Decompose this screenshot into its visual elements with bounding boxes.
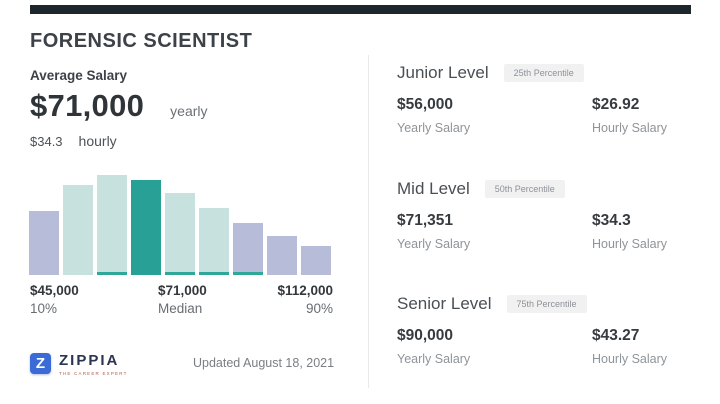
salary-histogram — [29, 175, 335, 275]
level-section-senior: Senior Level 75th Percentile $90,000 Yea… — [397, 294, 697, 366]
yearly-value: $71,351 — [397, 212, 454, 229]
level-values: $56,000 Yearly Salary $26.92 Hourly Sala… — [397, 96, 697, 135]
updated-date: Updated August 18, 2021 — [193, 356, 335, 370]
axis-label-median: $71,000 Median — [158, 283, 207, 316]
zippia-logo: Z ZIPPIA THE CAREER EXPERT — [30, 352, 128, 376]
column-divider — [368, 55, 369, 388]
zippia-logo-tagline: THE CAREER EXPERT — [59, 371, 128, 376]
yearly-label: Yearly Salary — [397, 237, 471, 251]
axis-sublabel: 10% — [30, 301, 58, 316]
axis-value: $45,000 — [30, 283, 79, 298]
histogram-bar-median — [131, 180, 161, 275]
histogram-bar — [301, 246, 331, 275]
histogram-bar — [199, 208, 229, 275]
average-yearly-salary: $71,000 yearly — [30, 88, 208, 124]
axis-sublabel: 90% — [305, 301, 333, 316]
level-header: Mid Level 50th Percentile — [397, 179, 697, 199]
page-title: FORENSIC SCIENTIST — [30, 30, 253, 52]
hourly-salary-value: $34.3 — [30, 134, 63, 149]
axis-value: $71,000 — [158, 283, 207, 298]
yearly-salary-unit: yearly — [170, 103, 208, 119]
average-hourly-salary: $34.3 hourly — [30, 133, 117, 149]
zippia-logo-icon: Z — [30, 353, 51, 374]
yearly-column: $56,000 Yearly Salary — [397, 96, 592, 135]
axis-label-p10: $45,000 10% — [30, 283, 79, 316]
hourly-label: Hourly Salary — [592, 121, 668, 135]
histogram-bar — [165, 193, 195, 275]
histogram-bar — [267, 236, 297, 275]
percentile-badge: 50th Percentile — [484, 180, 565, 198]
yearly-label: Yearly Salary — [397, 121, 471, 135]
top-accent-bar — [30, 5, 691, 14]
histogram-bar — [29, 211, 59, 275]
level-section-junior: Junior Level 25th Percentile $56,000 Yea… — [397, 63, 697, 135]
level-name: Mid Level — [397, 179, 470, 198]
level-header: Junior Level 25th Percentile — [397, 63, 697, 83]
hourly-label: Hourly Salary — [592, 352, 668, 366]
zippia-logo-text: ZIPPIA — [59, 352, 120, 369]
percentile-badge: 75th Percentile — [506, 295, 587, 313]
hourly-column: $26.92 Hourly Salary — [592, 96, 667, 135]
yearly-label: Yearly Salary — [397, 352, 471, 366]
average-salary-label: Average Salary — [30, 68, 128, 83]
hourly-salary-unit: hourly — [78, 133, 117, 149]
level-values: $90,000 Yearly Salary $43.27 Hourly Sala… — [397, 327, 697, 366]
hourly-value: $26.92 — [592, 96, 640, 113]
level-name: Senior Level — [397, 294, 492, 313]
histogram-bar — [63, 185, 93, 275]
hourly-column: $43.27 Hourly Salary — [592, 327, 667, 366]
axis-sublabel: Median — [158, 301, 203, 316]
level-values: $71,351 Yearly Salary $34.3 Hourly Salar… — [397, 212, 697, 251]
yearly-value: $56,000 — [397, 96, 454, 113]
axis-value: $112,000 — [277, 283, 333, 298]
level-name: Junior Level — [397, 63, 489, 82]
histogram-axis-labels: $45,000 10% $71,000 Median $112,000 90% — [30, 283, 333, 321]
hourly-column: $34.3 Hourly Salary — [592, 212, 667, 251]
histogram-bar — [97, 175, 127, 275]
yearly-salary-value: $71,000 — [30, 88, 145, 123]
yearly-value: $90,000 — [397, 327, 454, 344]
zippia-wordmark: ZIPPIA THE CAREER EXPERT — [59, 352, 128, 376]
axis-label-p90: $112,000 90% — [277, 283, 333, 316]
hourly-label: Hourly Salary — [592, 237, 668, 251]
hourly-value: $34.3 — [592, 212, 631, 229]
yearly-column: $71,351 Yearly Salary — [397, 212, 592, 251]
yearly-column: $90,000 Yearly Salary — [397, 327, 592, 366]
level-header: Senior Level 75th Percentile — [397, 294, 697, 314]
percentile-badge: 25th Percentile — [503, 64, 584, 82]
hourly-value: $43.27 — [592, 327, 640, 344]
level-section-mid: Mid Level 50th Percentile $71,351 Yearly… — [397, 179, 697, 251]
histogram-bar — [233, 223, 263, 275]
